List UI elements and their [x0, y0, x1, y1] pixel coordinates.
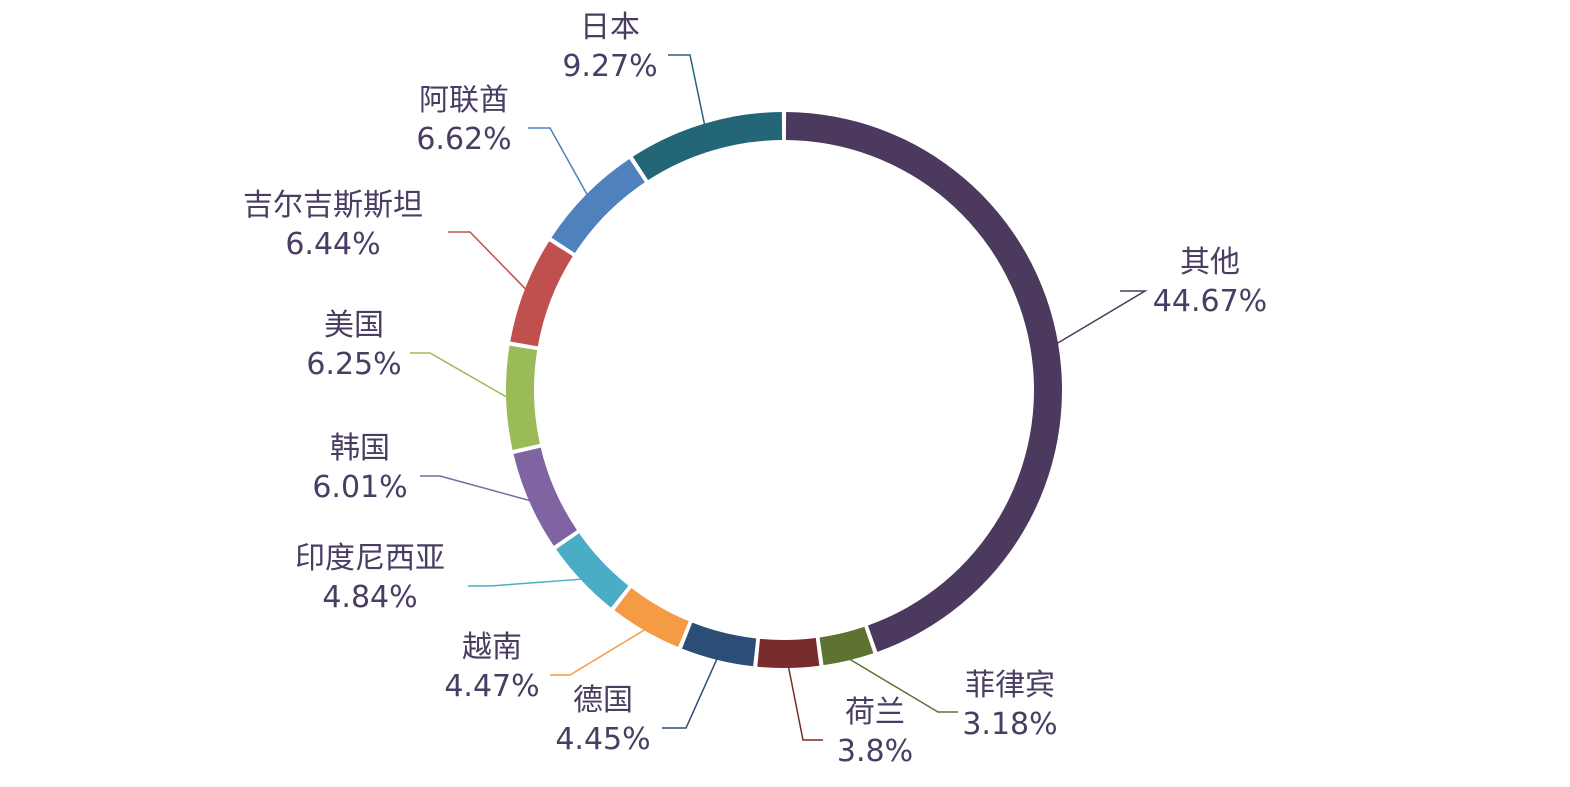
slice-label-value: 3.8% — [837, 734, 913, 769]
donut-slice — [506, 345, 540, 450]
slice-label-name: 吉尔吉斯斯坦 — [243, 188, 423, 223]
donut-slice — [510, 241, 573, 347]
donut-slice — [556, 533, 629, 608]
slice-label-value: 6.44% — [285, 227, 380, 262]
slices-layer — [506, 112, 1063, 669]
donut-slice — [551, 159, 645, 253]
leader-line — [410, 352, 509, 399]
donut-slice — [614, 588, 689, 648]
donut-slice — [681, 622, 757, 667]
donut-slice — [757, 637, 820, 669]
slice-label-name: 印度尼西亚 — [295, 541, 445, 576]
slice-label-value: 44.67% — [1153, 284, 1267, 319]
slice-label-name: 韩国 — [330, 431, 390, 466]
slice-label-name: 越南 — [462, 630, 522, 665]
slice-label-value: 4.47% — [444, 669, 539, 704]
leader-line — [550, 628, 647, 676]
slice-label-value: 6.62% — [416, 122, 511, 157]
leader-line — [1055, 290, 1148, 345]
slice-label-name: 美国 — [324, 308, 384, 343]
leader-line — [847, 657, 958, 713]
leader-line — [448, 231, 528, 291]
slice-label-value: 9.27% — [562, 49, 657, 84]
slice-label-name: 其他 — [1180, 245, 1240, 280]
leader-lines-layer — [410, 54, 1148, 741]
leader-line — [528, 127, 589, 197]
slice-label-name: 菲律宾 — [965, 668, 1055, 703]
leader-line — [668, 54, 706, 126]
donut-slice — [632, 112, 783, 181]
slice-label-value: 4.84% — [322, 580, 417, 615]
slice-label-name: 阿联酋 — [419, 83, 509, 118]
leader-line — [662, 657, 719, 729]
labels-layer: 其他 44.67% 菲律宾 3.18% 荷兰 3.8% 德国 4.45% 越南 4.47% 印度尼西… — [243, 10, 1267, 769]
donut-slice — [819, 626, 874, 666]
slice-label-name: 日本 — [580, 10, 640, 45]
donut-slice — [513, 447, 577, 546]
slice-label-value: 4.45% — [555, 722, 650, 757]
slice-label-value: 3.18% — [962, 707, 1057, 742]
leader-line — [787, 665, 823, 741]
leader-line — [468, 578, 583, 587]
leader-line — [420, 475, 532, 502]
slice-label-name: 德国 — [573, 683, 633, 718]
slice-label-value: 6.25% — [306, 347, 401, 382]
slice-label-value: 6.01% — [312, 470, 407, 505]
slice-label-name: 荷兰 — [845, 695, 905, 730]
donut-slice — [785, 112, 1063, 652]
